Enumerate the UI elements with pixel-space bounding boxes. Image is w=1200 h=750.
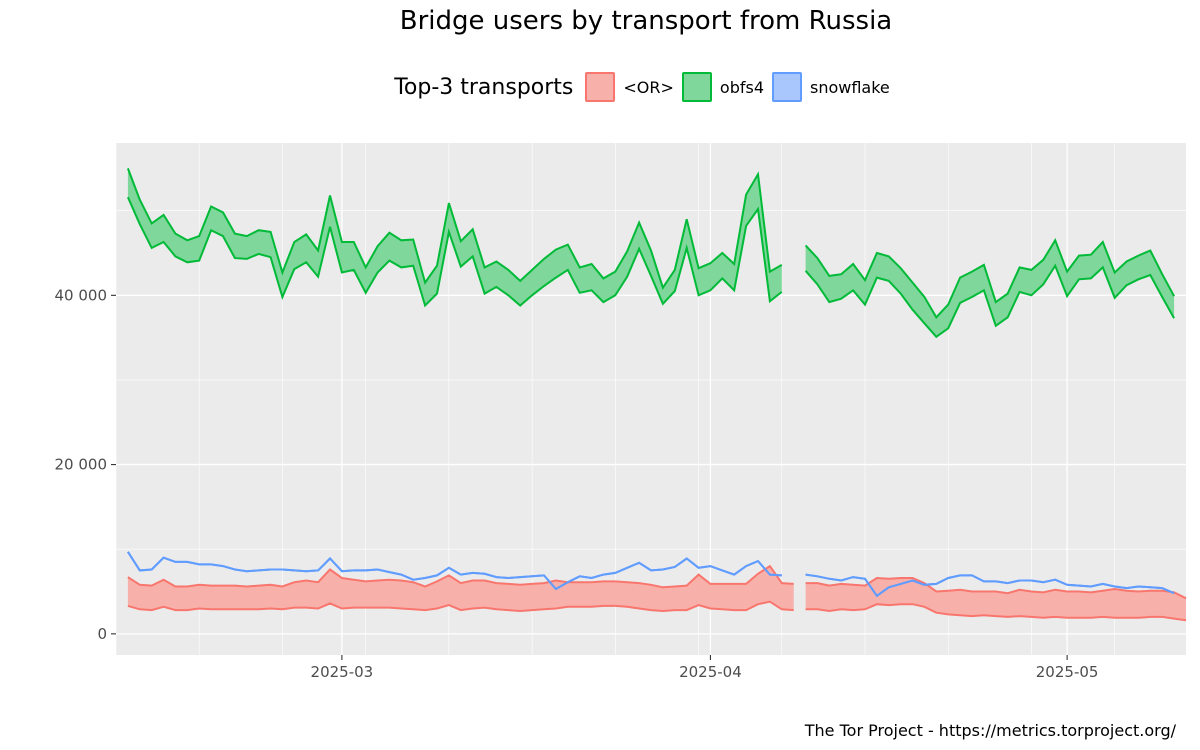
- x-tick-label: 2025-03: [311, 663, 374, 681]
- legend-item-snowflake: snowflake: [772, 72, 890, 102]
- area-or: [805, 578, 1186, 621]
- plot-panel: [116, 143, 1186, 655]
- line-upper-obfs4: [126, 168, 783, 290]
- legend-label-snowflake: snowflake: [810, 77, 890, 97]
- legend-item-obfs4: obfs4: [681, 72, 764, 102]
- line-lower-or: [805, 603, 1187, 622]
- legend-key-or: [585, 72, 616, 102]
- caption: The Tor Project - https://metrics.torpro…: [804, 721, 1176, 740]
- y-tick-label: 20 000: [55, 456, 108, 474]
- line-lower-or: [127, 600, 794, 613]
- area-obfs4: [127, 168, 782, 306]
- legend-key-snowflake: [772, 72, 802, 102]
- line-upper-obfs4: [804, 238, 1175, 319]
- line-lower-snowflake: [127, 551, 782, 591]
- legend-title: Top-3 transports: [394, 74, 574, 100]
- chart-title: Bridge users by transport from Russia: [399, 6, 893, 36]
- legend-item-or: <OR>: [585, 72, 674, 102]
- legend-key-obfs4: [681, 72, 712, 102]
- line-upper-or: [127, 564, 794, 589]
- x-tick-label: 2025-05: [1036, 663, 1099, 681]
- x-tick-label: 2025-04: [679, 663, 742, 681]
- area-obfs4: [805, 240, 1175, 337]
- legend-label-or: <OR>: [623, 77, 674, 97]
- area-or: [127, 566, 794, 611]
- legend-label-obfs4: obfs4: [719, 77, 764, 97]
- y-tick-label: 40 000: [55, 286, 108, 304]
- line-lower-snowflake: [805, 573, 1175, 598]
- line-lower-obfs4: [804, 263, 1175, 339]
- line-lower-obfs4: [126, 196, 783, 308]
- y-tick-label: 0: [97, 625, 107, 643]
- legend: Top-3 transports <OR> obfs4 snowflake: [0, 72, 1200, 102]
